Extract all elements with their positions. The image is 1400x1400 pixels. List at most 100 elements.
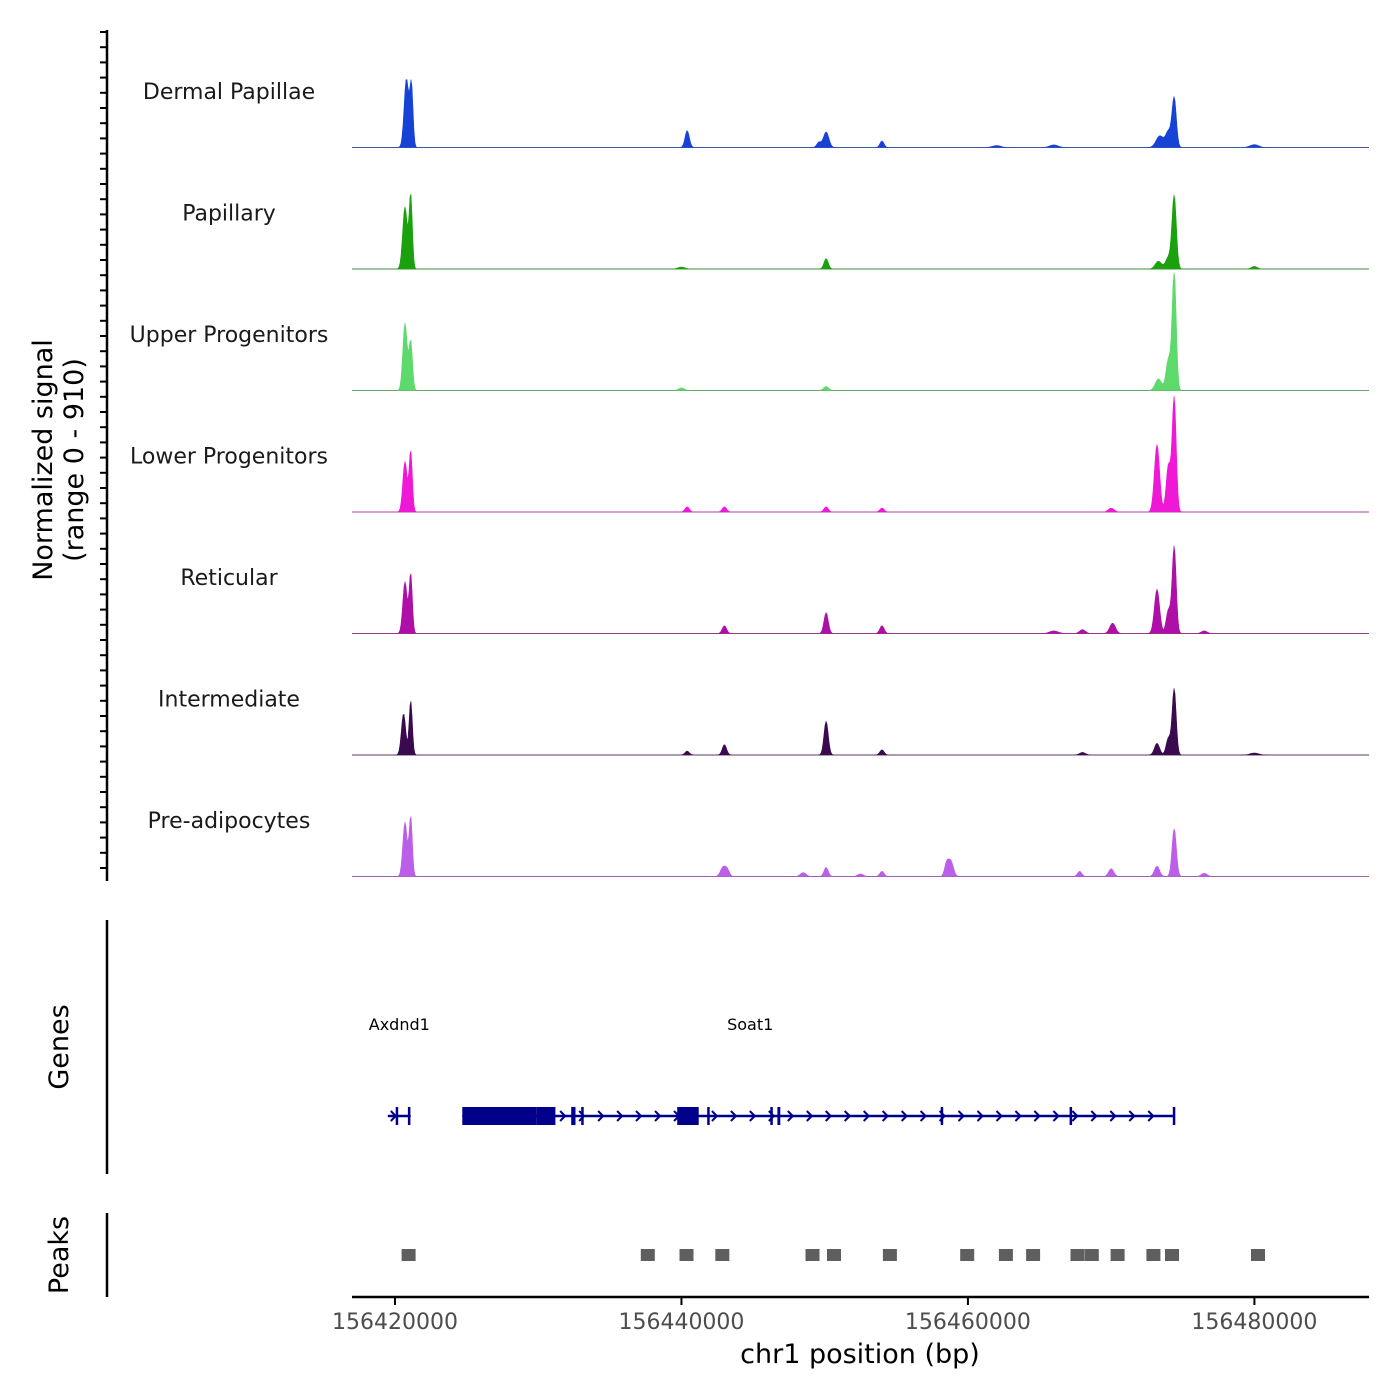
coverage-track: Dermal Papillae	[143, 79, 1369, 148]
coverage-tracks: Dermal Papillae Papillary Upper Progenitor…	[130, 79, 1369, 877]
strand-arrow	[1052, 1110, 1060, 1122]
track-label: Reticular	[180, 566, 278, 591]
gene-exon	[536, 1107, 556, 1125]
coverage-area	[352, 545, 1369, 634]
peak-mark	[960, 1249, 975, 1261]
gene-exon	[777, 1107, 781, 1125]
track-label: Lower Progenitors	[130, 445, 328, 470]
peak-mark	[998, 1249, 1013, 1261]
x-axis: 156420000 156440000 156460000 156480000 chr…	[332, 1295, 1369, 1370]
x-tick-label: 156420000	[332, 1310, 458, 1335]
x-tick-label: 156440000	[618, 1310, 744, 1335]
peaks-panel: Peaks	[44, 1213, 1265, 1297]
strand-arrow	[957, 1110, 965, 1122]
strand-arrow	[995, 1110, 1003, 1122]
gene-exon	[707, 1107, 710, 1125]
gene-label: Axdnd1	[369, 1015, 430, 1034]
strand-arrow	[730, 1110, 738, 1122]
gene-exon	[581, 1107, 584, 1125]
coverage-area	[352, 79, 1369, 148]
peak-mark	[679, 1249, 694, 1261]
strand-arrow	[597, 1110, 605, 1122]
peak-mark	[401, 1249, 416, 1261]
strand-arrow	[1147, 1110, 1155, 1122]
strand-arrow	[559, 1110, 567, 1122]
peak-mark	[805, 1249, 820, 1261]
peak-mark	[1146, 1249, 1161, 1261]
x-axis-title: chr1 position (bp)	[740, 1339, 980, 1370]
strand-arrow	[1014, 1110, 1022, 1122]
strand-arrow	[1090, 1110, 1098, 1122]
strand-arrow	[1033, 1110, 1041, 1122]
gene-exon	[571, 1107, 576, 1125]
strand-arrow	[843, 1110, 852, 1122]
peak-mark	[1084, 1249, 1099, 1261]
coverage-panel: Normalized signal (range 0 - 910) Dermal…	[28, 30, 1369, 881]
coverage-track: Intermediate	[158, 688, 1369, 756]
coverage-area	[352, 194, 1369, 270]
strand-arrow	[824, 1110, 833, 1122]
gene-exon	[407, 1107, 411, 1125]
gene-models: Axdnd1 Soat1	[369, 1015, 1176, 1125]
peak-mark	[1026, 1249, 1041, 1261]
coverage-y-ticks	[100, 31, 107, 869]
coverage-track: Papillary	[182, 194, 1369, 270]
coverage-track: Reticular	[180, 545, 1369, 634]
peak-marks	[401, 1249, 1265, 1261]
gene-exon	[395, 1107, 399, 1125]
gene-exon	[940, 1107, 944, 1125]
gene-exon	[677, 1107, 699, 1125]
strand-arrow	[862, 1110, 871, 1122]
peaks-axis-title: Peaks	[44, 1216, 75, 1294]
strand-arrow	[578, 1110, 586, 1122]
x-tick-label: 156480000	[1191, 1310, 1317, 1335]
genes-axis-title: Genes	[44, 1004, 75, 1089]
gene-exon	[1069, 1107, 1073, 1125]
coverage-axis-subtitle: (range 0 - 910)	[59, 358, 90, 562]
strand-arrow	[976, 1110, 984, 1122]
x-ticks: 156420000 156440000 156460000 156480000	[332, 1297, 1317, 1335]
gene-model: Soat1	[462, 1015, 1176, 1125]
strand-arrow	[881, 1110, 890, 1122]
track-label: Dermal Papillae	[143, 80, 315, 105]
gene-exon	[770, 1107, 773, 1125]
track-label: Intermediate	[158, 688, 300, 713]
peak-mark	[827, 1249, 841, 1261]
gene-exon	[462, 1107, 537, 1125]
gene-model: Axdnd1	[369, 1015, 430, 1125]
track-label: Papillary	[182, 202, 276, 227]
peak-mark	[640, 1249, 655, 1261]
strand-arrow	[919, 1110, 928, 1122]
peak-mark	[1165, 1249, 1179, 1261]
coverage-area	[352, 816, 1369, 877]
coverage-area	[352, 272, 1369, 391]
gene-label: Soat1	[727, 1015, 773, 1034]
peak-mark	[1251, 1249, 1265, 1261]
coverage-track: Upper Progenitors	[130, 272, 1369, 391]
genes-panel: Genes Axdnd1 Soat1	[44, 920, 1176, 1174]
peak-mark	[715, 1249, 730, 1261]
coverage-track: Lower Progenitors	[130, 395, 1369, 513]
strand-arrow	[711, 1110, 719, 1122]
strand-arrow	[749, 1110, 757, 1122]
peak-mark	[1070, 1249, 1085, 1261]
strand-arrow	[787, 1110, 795, 1122]
coverage-area	[352, 688, 1369, 756]
peak-mark	[882, 1249, 897, 1261]
strand-arrow	[1071, 1110, 1079, 1122]
strand-arrow	[1109, 1110, 1117, 1122]
coverage-axis-title: Normalized signal	[28, 339, 59, 581]
strand-arrow	[635, 1110, 643, 1122]
strand-arrow	[1128, 1110, 1136, 1122]
strand-arrow	[654, 1110, 662, 1122]
track-label: Upper Progenitors	[130, 323, 329, 348]
strand-arrow	[616, 1110, 624, 1122]
track-label: Pre-adipocytes	[148, 809, 311, 834]
coverage-track: Pre-adipocytes	[148, 809, 1369, 877]
gene-exon	[1172, 1107, 1176, 1125]
peak-mark	[1110, 1249, 1125, 1261]
strand-arrow	[806, 1110, 814, 1122]
strand-arrow	[900, 1110, 909, 1122]
x-tick-label: 156460000	[905, 1310, 1031, 1335]
